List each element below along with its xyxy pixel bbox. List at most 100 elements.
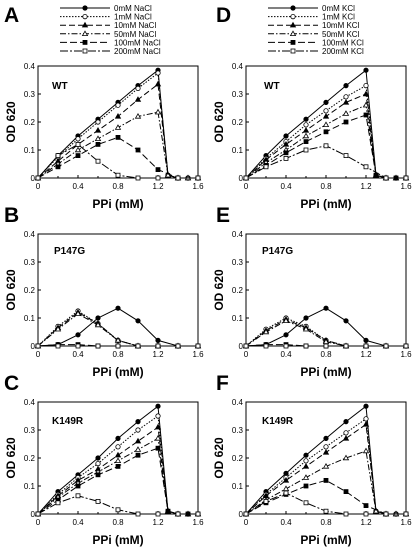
legend-marker (290, 48, 296, 54)
data-point (154, 80, 162, 87)
y-tick-label: 0.4 (232, 398, 244, 407)
data-point (363, 67, 369, 73)
legend-label: 200mM NaCl (114, 47, 161, 56)
legend-label: 100mM NaCl (114, 38, 161, 47)
x-tick-label: 1.2 (360, 350, 372, 359)
legend-marker (289, 21, 297, 28)
data-point (95, 119, 101, 125)
data-point (55, 164, 61, 170)
data-point (155, 337, 161, 343)
x-tick-label: 1.6 (192, 182, 204, 191)
legend-label: 0mM KCl (322, 4, 355, 13)
y-axis-title: OD 620 (4, 269, 18, 311)
series-line (37, 136, 198, 179)
data-point (155, 511, 161, 517)
data-point (115, 305, 121, 311)
data-point (154, 423, 162, 430)
data-point (114, 112, 122, 119)
data-point (283, 133, 289, 139)
data-point (35, 511, 41, 517)
data-point (363, 164, 369, 170)
data-point (165, 508, 171, 514)
y-tick-label: 0.2 (232, 118, 244, 127)
data-point (282, 476, 290, 483)
data-point (195, 175, 201, 181)
data-point (302, 126, 310, 133)
y-tick-label: 0.3 (24, 90, 36, 99)
y-tick-label: 0.2 (232, 454, 244, 463)
data-point (282, 140, 290, 147)
data-point (55, 343, 61, 349)
data-point (343, 511, 349, 517)
data-point (363, 416, 369, 422)
series-3 (34, 108, 202, 181)
x-tick-label: 0.4 (280, 350, 292, 359)
data-point (95, 158, 101, 164)
data-point (343, 418, 349, 425)
x-tick-label: 1.2 (152, 182, 164, 191)
legend-label: 0mM NaCl (114, 4, 152, 13)
data-point (75, 343, 81, 349)
data-point (95, 498, 101, 504)
data-point (303, 500, 309, 506)
data-point (342, 98, 350, 105)
data-point (322, 112, 330, 119)
x-tick-label: 0.4 (280, 182, 292, 191)
data-point (302, 132, 310, 139)
data-point (94, 321, 102, 328)
y-tick-label: 0 (31, 342, 36, 351)
x-axis-title: PPi (mM) (300, 533, 351, 547)
data-point (135, 511, 141, 517)
y-tick-label: 0.1 (24, 146, 36, 155)
legend-marker (81, 21, 89, 28)
y-tick-label: 0.4 (24, 398, 36, 407)
legend-marker (289, 30, 297, 36)
data-point (75, 141, 81, 147)
data-point (363, 511, 369, 517)
data-point (95, 460, 101, 467)
x-axis-title: PPi (mM) (300, 365, 351, 379)
data-point (362, 101, 370, 108)
data-point (283, 332, 289, 338)
y-tick-label: 0 (31, 174, 36, 183)
panel-letter: E (216, 204, 230, 227)
panel-letter: D (216, 4, 231, 27)
series-5 (243, 490, 409, 517)
x-tick-label: 0 (36, 518, 41, 527)
y-axis-title: OD 620 (212, 101, 226, 143)
data-point (323, 343, 329, 349)
data-point (343, 119, 349, 125)
data-point (75, 483, 81, 489)
data-point (55, 153, 61, 159)
data-point (95, 472, 101, 478)
data-point (155, 175, 161, 181)
legend-marker (290, 40, 296, 45)
chart-panel-b: 0 0.1 0.2 0.3 0.4 0 0.4 0.8 1.2 1.6 PPi (mM) OD 620… (4, 204, 204, 379)
y-tick-label: 0.2 (24, 454, 36, 463)
x-axis-title: PPi (mM) (300, 197, 351, 211)
data-point (74, 310, 82, 317)
y-tick-label: 0 (239, 342, 244, 351)
x-tick-label: 1.6 (192, 518, 204, 527)
y-tick-label: 0.1 (232, 482, 244, 491)
data-point (383, 343, 389, 349)
series-5 (243, 143, 409, 181)
data-point (135, 147, 141, 153)
series-5 (35, 343, 201, 349)
data-point (195, 343, 201, 349)
data-point (155, 445, 161, 451)
data-point (322, 462, 330, 469)
y-axis-title: OD 620 (212, 437, 226, 479)
data-point (75, 136, 81, 142)
x-tick-label: 0.8 (320, 350, 332, 359)
data-point (363, 112, 369, 118)
data-point (363, 83, 369, 89)
data-point (403, 343, 409, 349)
data-point (282, 485, 290, 492)
y-tick-label: 0.3 (24, 258, 36, 267)
y-tick-label: 0.1 (232, 146, 244, 155)
y-tick-label: 0.3 (24, 426, 36, 435)
data-point (323, 108, 329, 114)
legend-label: 10mM KCl (322, 21, 360, 30)
